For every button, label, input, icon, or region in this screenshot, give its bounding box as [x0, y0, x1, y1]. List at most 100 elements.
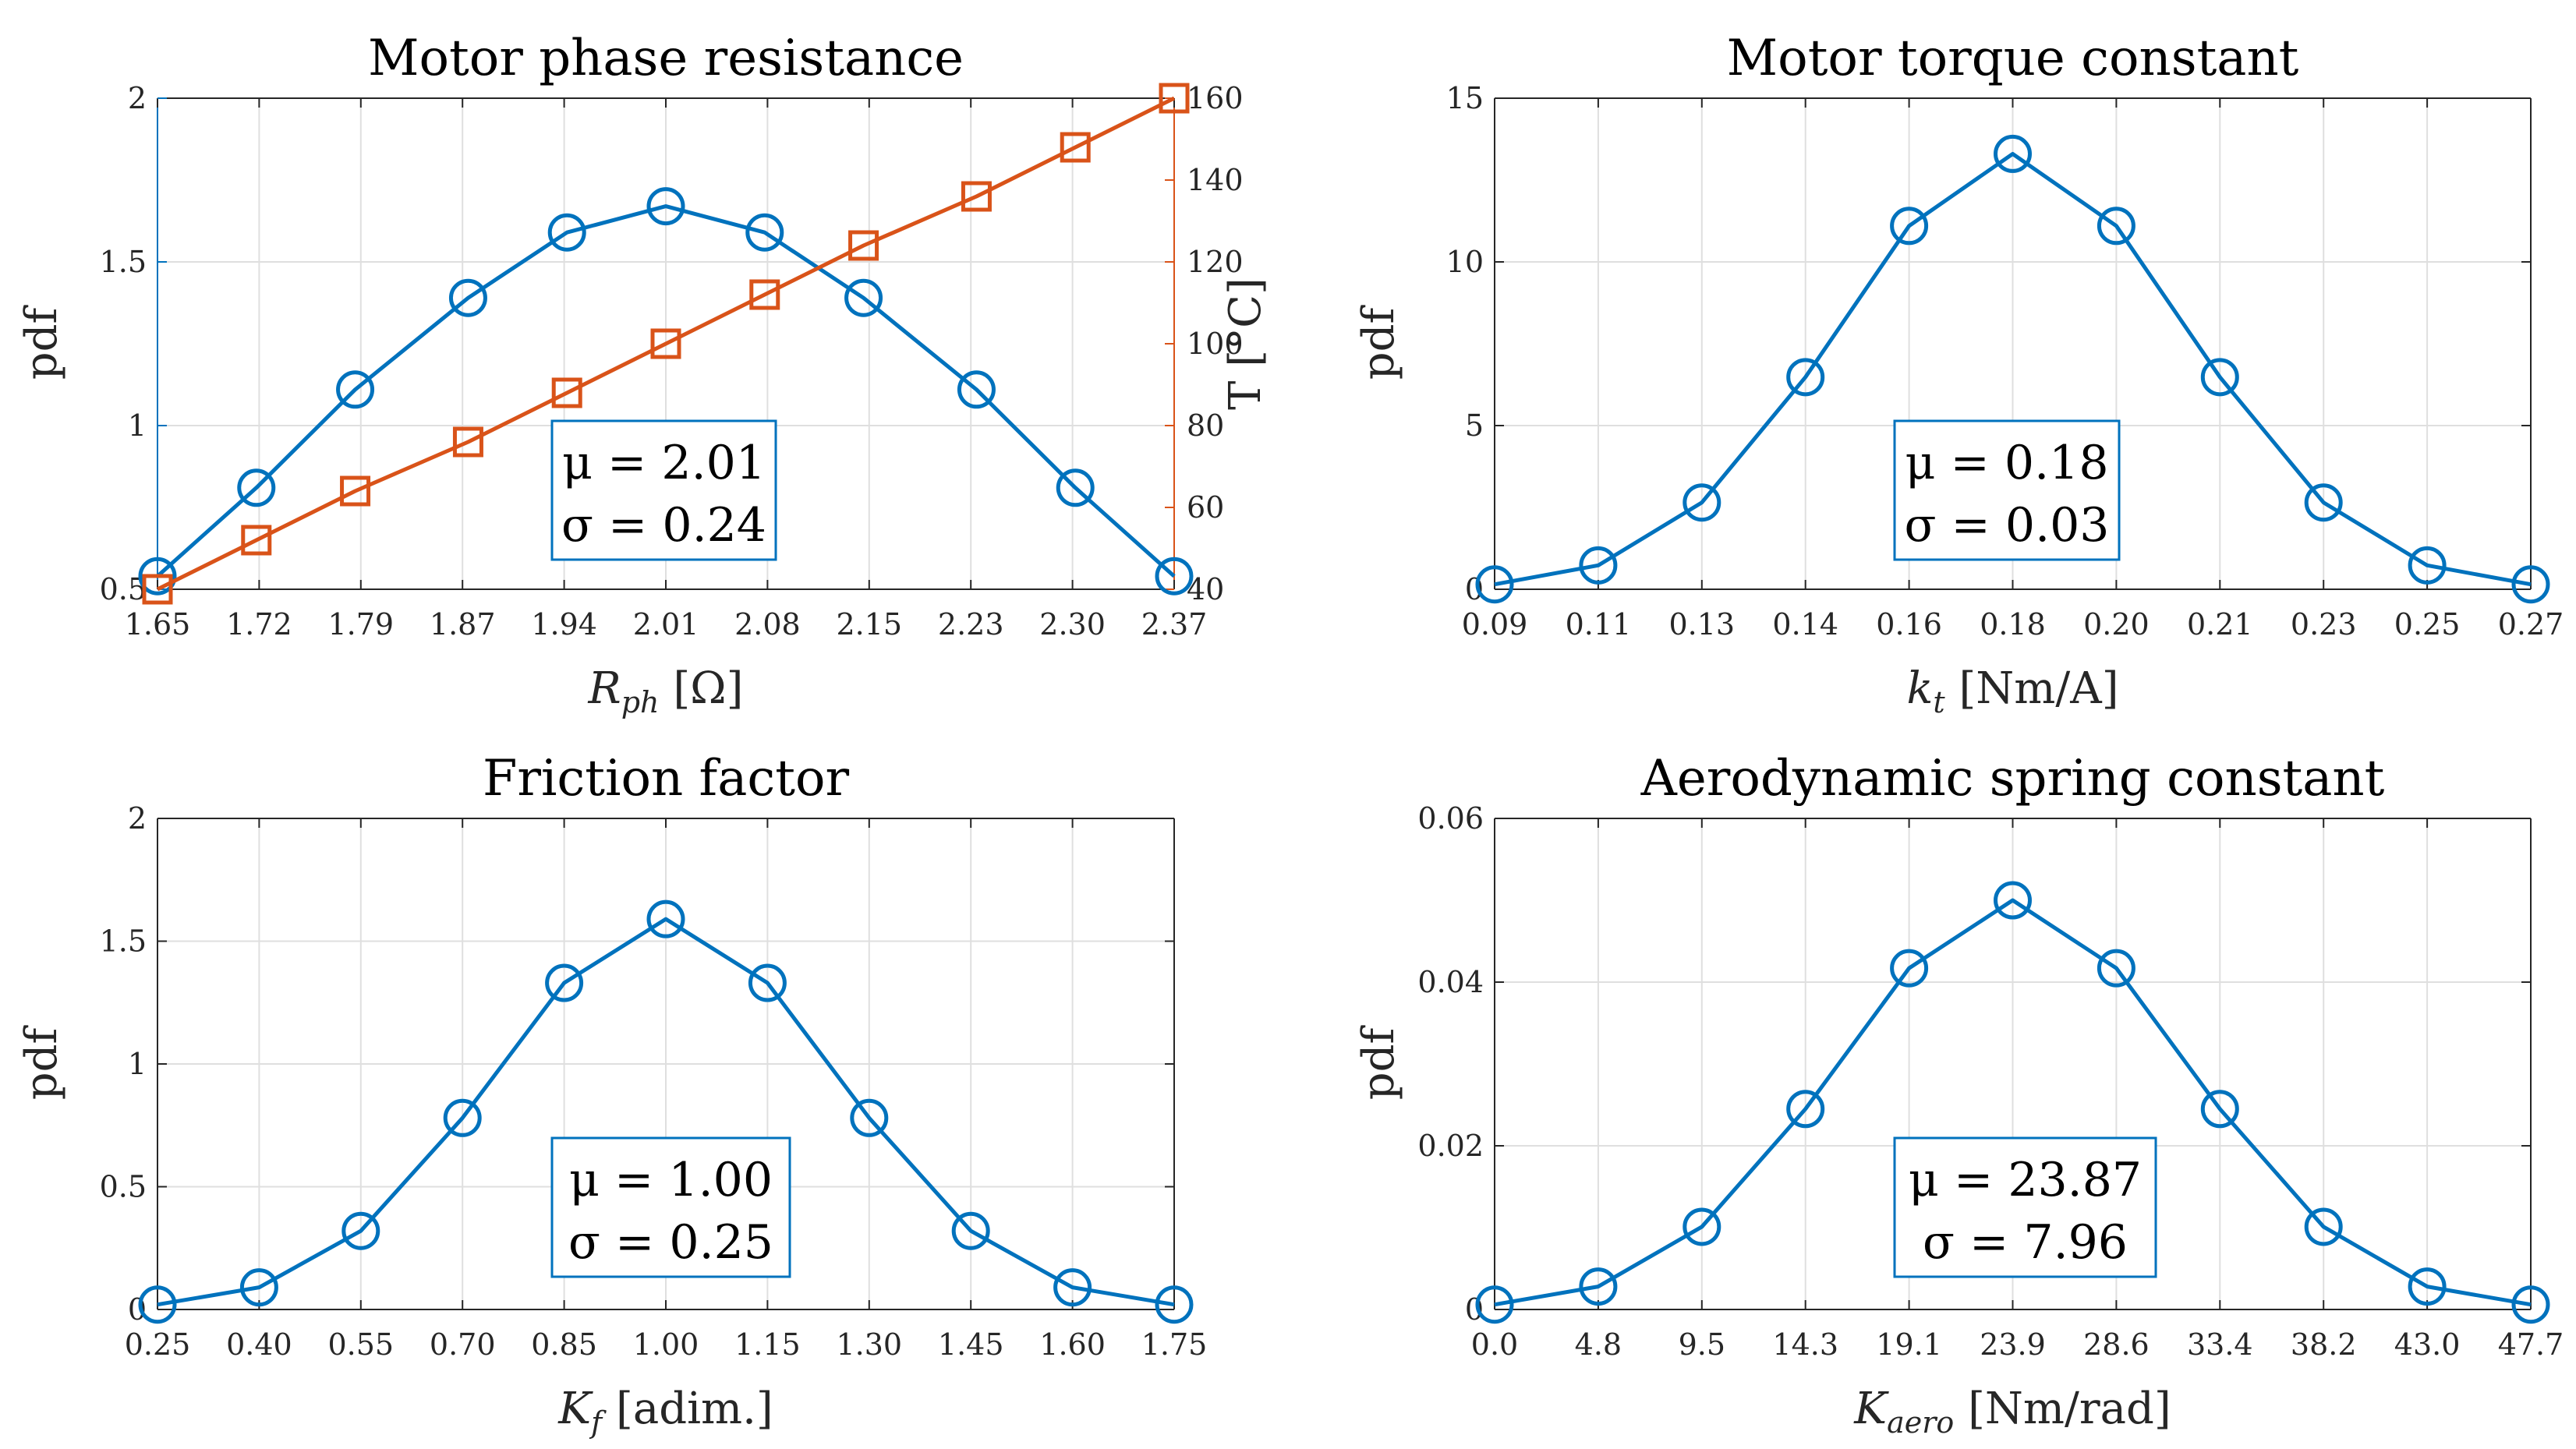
data-point-circle [1890, 949, 1929, 988]
x-axis-label-unit: [Ω] [660, 663, 744, 714]
series-line-2 [156, 96, 1176, 592]
data-point-circle [1155, 557, 1194, 596]
x-tick-label: 23.9 [1980, 1327, 2046, 1362]
x-axis-label: Kf [adim.] [557, 1384, 773, 1440]
x-tick-label: 14.3 [1772, 1327, 1838, 1362]
data-point-circle [1475, 1285, 1514, 1324]
y-tick-label: 0.04 [1417, 965, 1484, 999]
stats-box [550, 419, 777, 561]
data-point-square [241, 525, 272, 556]
x-tick-label: 9.5 [1679, 1327, 1725, 1362]
stats-sigma: σ = 0.25 [568, 1215, 773, 1270]
data-point-circle [2200, 1090, 2239, 1129]
data-point-circle [951, 1211, 990, 1250]
data-point-circle [2097, 207, 2135, 246]
x-tick-label: 33.4 [2187, 1327, 2253, 1362]
chart-title: Motor phase resistance [368, 30, 964, 87]
data-point-square [961, 181, 992, 212]
x-tick-label: 1.15 [734, 1327, 801, 1362]
y-tick-label: 2 [128, 81, 147, 115]
x-tick-label: 1.72 [226, 607, 292, 641]
x-tick-label: 38.2 [2291, 1327, 2357, 1362]
y-tick-label: 0.5 [100, 1170, 147, 1204]
y-tick-label: 15 [1446, 81, 1484, 115]
data-point-circle [1053, 1268, 1092, 1307]
data-point-circle [957, 370, 996, 409]
y-right-tick-label: 120 [1187, 245, 1244, 279]
data-point-square [1060, 132, 1091, 163]
x-tick-label: 0.20 [2083, 607, 2150, 641]
y-tick-label: 2 [128, 801, 147, 836]
x-axis-label-symbol: K [1853, 1384, 1889, 1434]
series-line-1 [1494, 898, 2532, 1307]
x-axis-label-symbol: k [1906, 663, 1933, 714]
data-point-circle [1994, 134, 2032, 173]
x-tick-label: 1.75 [1141, 1327, 1208, 1362]
chart-title: Aerodynamic spring constant [1640, 750, 2385, 808]
x-tick-label: 19.1 [1876, 1327, 1942, 1362]
y-axis-label: pdf [1353, 305, 1404, 380]
x-tick-label: 2.08 [734, 607, 801, 641]
x-tick-label: 0.13 [1668, 607, 1735, 641]
chart-panel-4: 0.0 4.8 9.5 14.3 19.1 23.9 28.6 33.4 38.2 43.0 47.… [1353, 750, 2564, 1440]
x-tick-label: 1.79 [327, 607, 394, 641]
x-axis-label: Kaero [Nm/rad] [1853, 1384, 2171, 1440]
x-tick-label: 2.23 [938, 607, 1004, 641]
x-tick-label: 0.85 [531, 1327, 597, 1362]
data-point-circle [138, 557, 177, 596]
data-point-circle [239, 1268, 278, 1307]
x-tick-label: 0.25 [2394, 607, 2461, 641]
y-tick-label: 1.5 [100, 245, 147, 279]
data-point-circle [1994, 881, 2032, 920]
data-point-circle [2304, 483, 2343, 522]
data-point-circle [2408, 1267, 2447, 1306]
data-point-circle [341, 1211, 380, 1250]
data-point-circle [448, 278, 487, 317]
series-line-1 [157, 917, 1175, 1307]
y-right-tick-label: 80 [1187, 408, 1224, 443]
x-tick-label: 1.45 [938, 1327, 1004, 1362]
data-point-circle [336, 370, 375, 409]
data-point-circle [1579, 1267, 1618, 1306]
y-right-tick-label: 140 [1187, 163, 1244, 197]
data-point-circle [545, 963, 584, 1002]
y-axis-label: pdf [16, 1025, 67, 1101]
x-tick-label: 0.23 [2291, 607, 2357, 641]
y-axis-label: pdf [16, 305, 67, 380]
data-point-circle [850, 1098, 889, 1137]
data-point-circle [745, 213, 784, 252]
data-point-circle [138, 1285, 177, 1324]
data-point-circle [2511, 565, 2550, 604]
data-point-circle [2097, 949, 2135, 988]
data-point-square [1159, 83, 1190, 114]
x-tick-label: 1.87 [430, 607, 496, 641]
data-point-circle [2511, 1285, 2550, 1324]
y-axis-right-label: T [°C] [1220, 277, 1271, 410]
x-tick-label: 2.01 [633, 607, 699, 641]
y-right-tick-label: 100 [1187, 327, 1244, 361]
chart-panel-1: 1.65 1.72 1.79 1.87 1.94 2.01 2.08 2.15 2.23 2.30… [16, 30, 1271, 719]
x-tick-label: 1.30 [836, 1327, 902, 1362]
stats-mu: μ = 2.01 [562, 436, 766, 490]
y-axis-label: pdf [1353, 1025, 1404, 1101]
data-point-circle [748, 963, 787, 1002]
stats-sigma: σ = 0.03 [1905, 498, 2110, 553]
data-point-circle [1786, 1090, 1825, 1129]
x-tick-label: 0.0 [1471, 1327, 1518, 1362]
x-tick-label: 4.8 [1575, 1327, 1622, 1362]
y-tick-label: 0.06 [1417, 801, 1484, 836]
x-axis-label: kt [Nm/A] [1906, 663, 2118, 719]
data-point-square [142, 574, 173, 605]
chart-title: Motor torque constant [1727, 30, 2299, 87]
y-right-tick-label: 160 [1187, 81, 1244, 115]
x-tick-label: 0.40 [226, 1327, 292, 1362]
x-axis-label-unit: [adim.] [602, 1384, 773, 1434]
x-tick-label: 2.15 [836, 607, 902, 641]
chart-panel-2: 0.09 0.11 0.13 0.14 0.16 0.18 0.20 0.21 0.23 0.25… [1353, 30, 2564, 719]
x-tick-label: 2.37 [1141, 607, 1208, 641]
chart-title: Friction factor [483, 750, 850, 808]
x-axis-label-unit: [Nm/A] [1945, 663, 2119, 714]
data-point-circle [1056, 468, 1095, 507]
x-axis-label-subscript: t [1933, 685, 1945, 719]
x-tick-label: 43.0 [2394, 1327, 2461, 1362]
